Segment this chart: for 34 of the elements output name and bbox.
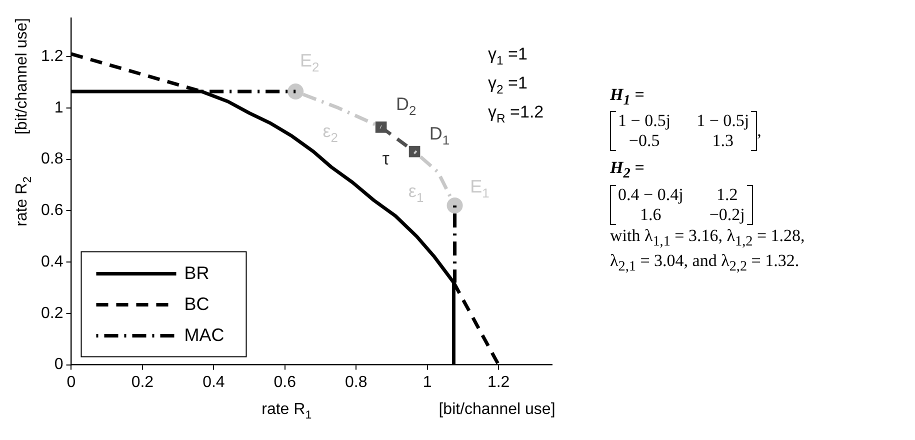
y-tick-label: 0.4 xyxy=(40,253,64,270)
text: 1.3 xyxy=(711,131,734,152)
y-tick-label: 0 xyxy=(54,356,64,374)
text: −0.2j xyxy=(709,204,745,225)
legend-label: BR xyxy=(184,262,210,283)
text: −0.5 xyxy=(628,131,661,152)
x-tick-label: 0.2 xyxy=(131,374,154,391)
x-tick-label: 1.2 xyxy=(487,374,510,391)
y-tick-label: 1 xyxy=(54,99,64,116)
text: , xyxy=(757,121,762,142)
x-tick-label: 0.8 xyxy=(345,374,368,391)
x-tick-label: 0 xyxy=(66,374,76,391)
y-tick-label: 0.8 xyxy=(40,150,64,168)
y-tick-label: 1.2 xyxy=(40,48,64,65)
x-tick-label: 0.6 xyxy=(274,374,296,391)
y-tick-label: 0.6 xyxy=(40,202,64,220)
text: H$_{2}$ = xyxy=(610,158,646,184)
text: 1.2 xyxy=(715,184,739,205)
text: 1 − 0.5j xyxy=(618,111,671,132)
legend-label: BC xyxy=(184,294,210,314)
x-tick-label: 1 xyxy=(422,374,432,391)
text: [bit/channel use] xyxy=(13,18,30,135)
x-tick-label: 0.4 xyxy=(202,374,225,391)
text: 0.4 − 0.4j xyxy=(618,184,684,205)
text: H$_{1}$ = xyxy=(610,85,646,110)
text: 1.6 xyxy=(639,204,662,225)
text: λ$_{2,1}$ = 3.04, and λ$_{2,2}$ = 1.32. xyxy=(610,251,800,277)
y-tick-label: 0.2 xyxy=(40,304,64,322)
annotation: τ xyxy=(382,148,390,168)
text: [bit/channel use] xyxy=(438,401,556,418)
text: with λ$_{1,1}$ = 3.16, λ$_{1,2}$ = 1.28, xyxy=(610,226,805,252)
y-axis-title: rate R2 xyxy=(13,176,34,226)
legend-label: MAC xyxy=(184,324,224,345)
text: 1 − 0.5j xyxy=(696,111,750,132)
